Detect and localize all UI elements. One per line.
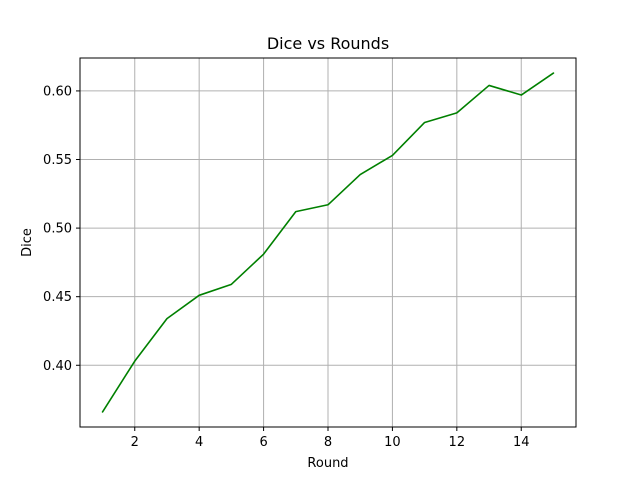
x-tick-label: 12 [449,435,466,450]
y-tick-label: 0.40 [43,359,72,374]
tick-layer: 2 4 6 8 10 12 14 0.40 0.45 0.50 0.55 0.60 [43,84,529,450]
x-axis-label: Round [307,456,348,471]
x-tick-label: 2 [131,435,139,450]
y-tick-label: 0.60 [43,84,72,99]
x-tick-label: 10 [384,435,401,450]
grid-layer [80,58,576,427]
y-tick-label: 0.45 [43,290,72,305]
y-axis-label: Dice [20,228,35,257]
y-tick-label: 0.50 [43,222,72,237]
x-tick-label: 14 [513,435,530,450]
x-tick-label: 6 [259,435,267,450]
x-tick-label: 4 [195,435,203,450]
y-tick-label: 0.55 [43,153,72,168]
series-line [101,72,555,413]
chart-title: Dice vs Rounds [267,34,389,53]
series-layer [101,72,555,413]
x-tick-label: 8 [324,435,332,450]
